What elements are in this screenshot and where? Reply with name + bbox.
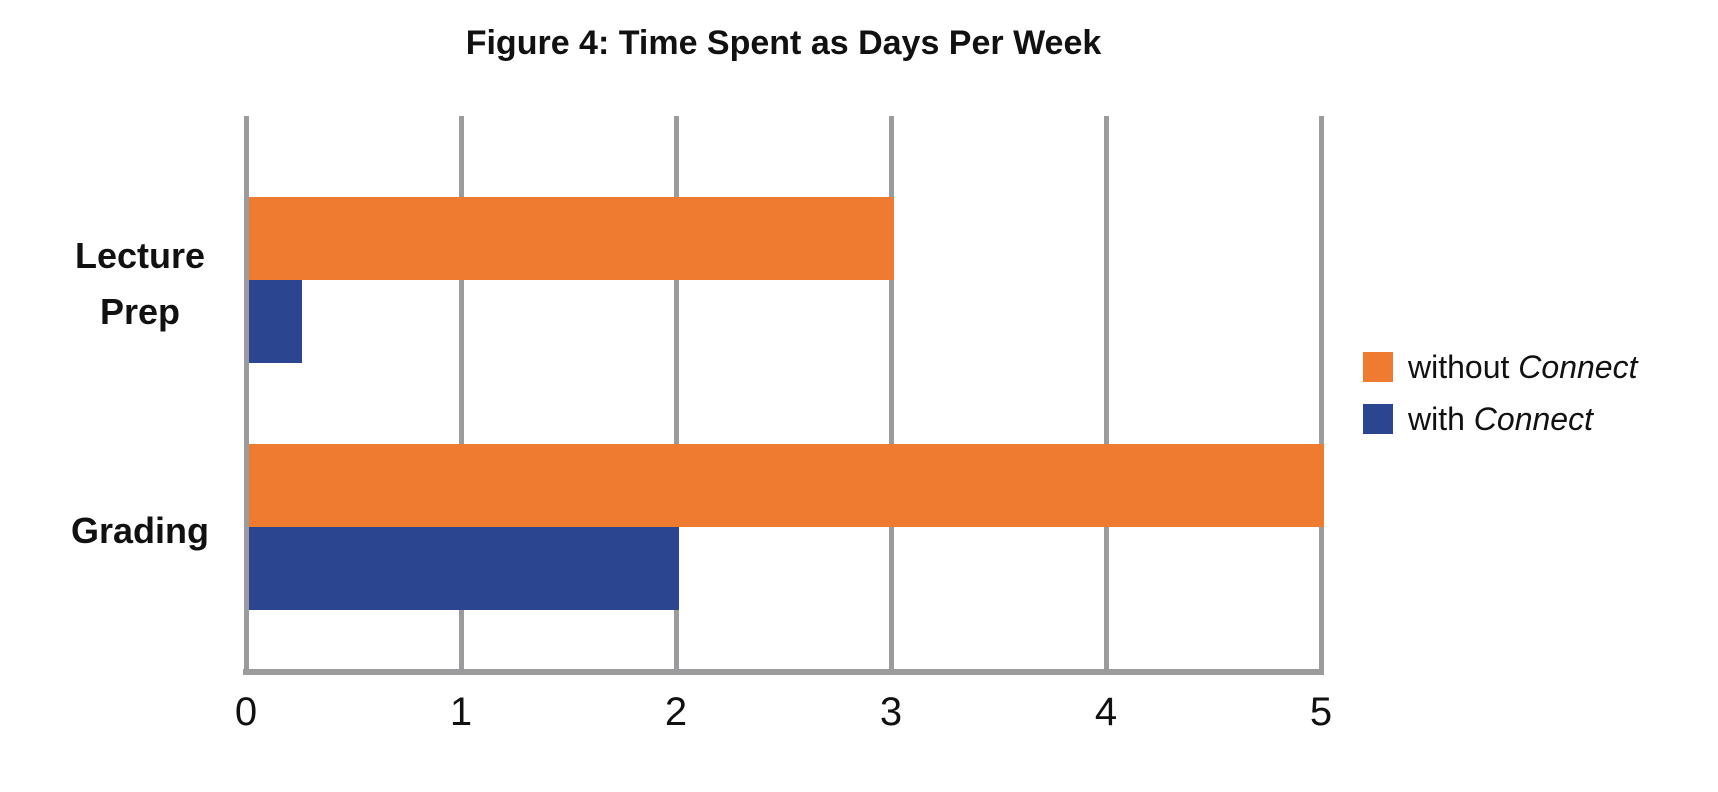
y-axis-label-lecture-prep: Lecture Prep [25,228,255,340]
x-tick-label-1: 1 [449,690,473,734]
y-axis-label-line: Grading [70,510,209,551]
legend-label-text: without [1408,348,1519,385]
legend-swatch-with-connect [1363,404,1393,434]
gridline-5 [1318,116,1324,669]
legend-item-with-connect: with Connect [1363,401,1637,437]
gridline-3 [888,116,894,669]
legend-item-without-connect: without Connect [1363,349,1637,385]
legend: without Connect with Connect [1363,349,1637,456]
legend-label-without-connect: without Connect [1408,349,1637,386]
gridline-2 [673,116,679,669]
chart-title: Figure 4: Time Spent as Days Per Week [465,24,1102,62]
legend-label-italic-text: Connect [1473,400,1593,437]
x-axis-line [243,669,1324,675]
x-tick-label-4: 4 [1094,690,1118,734]
bar-grading-without-connect [248,444,1324,527]
gridline-1 [458,116,464,669]
x-axis-tick-labels: 0 1 2 3 4 5 [235,690,1332,740]
bar-lecture-prep-with-connect [248,280,303,363]
legend-label-text: with [1408,400,1474,437]
y-axis-label-line: Lecture [74,235,206,276]
gridline-4 [1103,116,1109,669]
x-tick-label-3: 3 [879,690,903,734]
legend-label-italic-text: Connect [1518,348,1638,385]
y-axis-label-line: Prep [99,291,181,332]
y-axis-label-grading: Grading [25,503,255,559]
bar-lecture-prep-without-connect [248,197,894,280]
x-tick-label-2: 2 [664,690,688,734]
gridline-0 [243,116,249,669]
x-tick-label-5: 5 [1309,690,1333,734]
legend-label-with-connect: with Connect [1408,401,1593,438]
x-tick-label-0: 0 [234,690,258,734]
legend-swatch-without-connect [1363,352,1393,382]
plot-area [243,116,1324,675]
bar-grading-with-connect [248,527,679,610]
